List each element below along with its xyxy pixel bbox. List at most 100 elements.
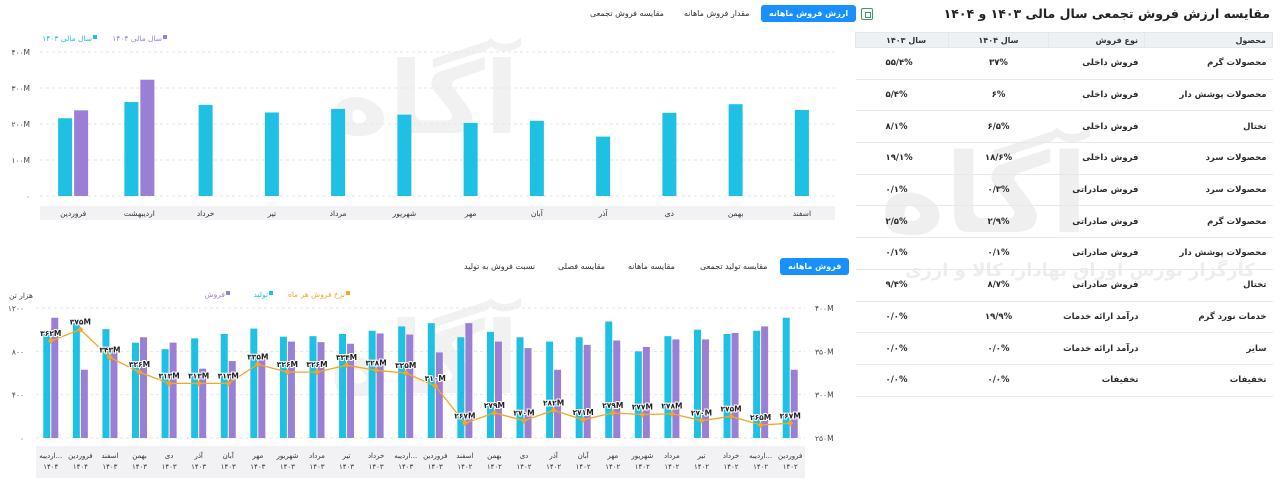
legend-1404-swatch xyxy=(163,35,167,39)
bar-sales xyxy=(524,348,532,438)
x-tick-year: ۱۴۰۲ xyxy=(783,463,798,471)
cell-year-1403: ۰/۰% xyxy=(855,301,949,334)
bar-1403 xyxy=(463,122,478,196)
bar-sales xyxy=(554,369,562,438)
rate-point xyxy=(432,383,439,389)
bar-sales xyxy=(435,352,443,438)
tab-cumulative-production-compare[interactable]: مقایسه تولید تجمعی xyxy=(700,262,768,271)
table-row: خدمات نورد گرم درآمد ارائه خدمات ۱۹/۹% ۰/۰% xyxy=(855,301,1273,334)
x-tick-label: آبان xyxy=(531,208,544,218)
rate-point xyxy=(580,416,587,423)
bar-production xyxy=(398,326,406,438)
x-tick-year: ۱۴۰۲ xyxy=(753,463,768,471)
bar-sales xyxy=(613,340,621,438)
table-row: محصولات سرد فروش داخلی ۱۸/۶% ۱۹/۱% xyxy=(855,142,1273,175)
cell-sales-type: درآمد ارائه خدمات xyxy=(1048,301,1145,334)
x-tick-month: آذر xyxy=(193,451,203,460)
bar-production xyxy=(132,342,140,438)
tab-seasonal-compare[interactable]: مقایسه فصلی xyxy=(558,262,606,271)
bar-production xyxy=(605,321,613,438)
cell-sales-type: فروش صادراتی xyxy=(1048,205,1145,239)
rate-data-label: ۲۸۲M xyxy=(543,398,564,407)
bar-1403 xyxy=(331,108,346,196)
cell-sales-type: تخفیفات xyxy=(1048,364,1145,397)
x-tick-label: شهریور xyxy=(392,209,416,218)
bar-1403 xyxy=(529,120,544,196)
bar-production xyxy=(486,331,494,438)
tab-monthly-compare[interactable]: مقایسه ماهانه xyxy=(628,262,675,271)
bar-production xyxy=(546,341,554,438)
cell-product: محصولات سرد xyxy=(1144,142,1273,175)
bar-production xyxy=(457,337,465,438)
bar-1403 xyxy=(198,104,213,196)
x-tick-month: مرداد xyxy=(664,452,680,460)
tab-cumulative-sales-compare[interactable]: مقایسه فروش تجمعی xyxy=(590,9,664,18)
cell-year-1404: ۰/۱% xyxy=(948,237,1049,270)
y-tick-label: ۰ xyxy=(26,192,30,201)
bar-sales xyxy=(140,337,148,438)
bar-sales xyxy=(51,317,59,438)
export-excel-icon[interactable] xyxy=(861,8,873,20)
bar-production xyxy=(191,338,199,438)
bar-production xyxy=(693,329,701,438)
cell-year-1404: ۱۸/۶% xyxy=(948,142,1049,175)
rate-data-label: ۳۱۳M xyxy=(188,371,209,380)
rate-data-label: ۳۳۴M xyxy=(336,353,357,362)
rate-point xyxy=(254,361,261,368)
rate-data-label: ۳۱۳M xyxy=(158,371,179,380)
bar-sales xyxy=(672,339,680,438)
rate-point xyxy=(639,411,646,418)
rate-point xyxy=(343,362,350,369)
x-tick-month: تیر xyxy=(342,452,351,460)
table-panel-title: مقایسه ارزش فروش تجمعی سال مالی ۱۴۰۳ و ۱… xyxy=(943,6,1270,21)
bar-production xyxy=(664,336,672,438)
cell-year-1404: ۰/۰% xyxy=(948,332,1049,365)
bar-1403 xyxy=(58,118,73,196)
cell-year-1403: ۰/۱% xyxy=(855,237,949,270)
bar-1403 xyxy=(397,114,412,196)
bar-sales xyxy=(228,361,236,438)
x-tick-label: دی xyxy=(665,209,674,218)
x-axis-band xyxy=(36,446,805,478)
tab-sales-to-production-ratio[interactable]: نسبت فروش به تولید xyxy=(464,262,536,271)
cell-year-1404: ۸/۷% xyxy=(948,269,1049,302)
cell-sales-type: فروش صادراتی xyxy=(1048,174,1145,207)
legend-sales-label: فروش xyxy=(204,290,225,299)
rate-point xyxy=(521,417,528,424)
x-tick-label: آذر xyxy=(598,208,609,218)
x-tick-year: ۱۴۰۳ xyxy=(191,463,206,471)
rate-point xyxy=(284,369,291,376)
bar-sales xyxy=(494,341,502,438)
x-tick-month: دی xyxy=(520,452,529,460)
bar-production xyxy=(339,334,347,438)
bar-sales xyxy=(406,334,414,438)
rate-point xyxy=(609,409,616,416)
left-tick-label: ۰ xyxy=(20,434,24,443)
x-tick-label: اردیبهشت xyxy=(124,209,155,218)
x-tick-year: ۱۴۰۳ xyxy=(250,463,265,471)
tab-monthly-sales-quantity[interactable]: مقدار فروش ماهانه xyxy=(684,9,750,18)
left-tick-label: ۴۰۰ xyxy=(12,391,24,400)
x-tick-year: ۱۴۰۴ xyxy=(73,463,88,471)
x-tick-year: ۱۴۰۲ xyxy=(694,463,709,471)
cell-product: تختال xyxy=(1144,110,1273,144)
col-sales-type: نوع فروش xyxy=(1048,32,1145,48)
col-product: محصول xyxy=(1144,32,1273,48)
tab-monthly-sales[interactable]: فروش ماهانه xyxy=(780,258,850,275)
rate-data-label: ۲۷۵M xyxy=(720,404,741,413)
x-tick-label: مهر xyxy=(464,209,477,218)
y-tick-label: ۴۰۰M xyxy=(11,48,30,57)
rate-data-label: ۲۷۱M xyxy=(573,408,594,417)
tab-monthly-sales-value[interactable]: ارزش فروش ماهانه xyxy=(761,5,857,22)
right-tick-label: ۴۰۰M xyxy=(815,304,834,313)
x-tick-month: شهریور xyxy=(275,452,298,460)
rate-point xyxy=(313,369,320,376)
bar-production xyxy=(723,334,731,438)
x-tick-year: ۱۴۰۳ xyxy=(132,463,147,471)
x-tick-year: ۱۴۰۲ xyxy=(516,463,531,471)
x-tick-year: ۱۴۰۲ xyxy=(605,463,620,471)
x-tick-month: اسفند xyxy=(101,452,118,460)
legend-rate-swatch xyxy=(346,291,350,295)
bar-production xyxy=(72,323,80,438)
table-header-row: محصول نوع فروش سال ۱۴۰۴ سال ۱۴۰۳ xyxy=(855,32,1273,48)
